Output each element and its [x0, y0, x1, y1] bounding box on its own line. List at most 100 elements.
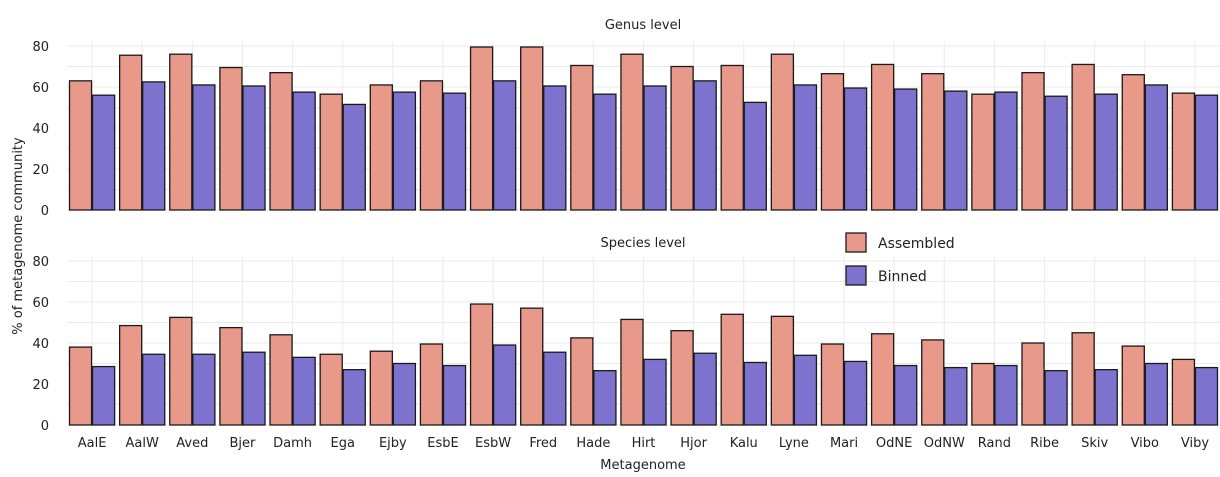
x-tick-label: Skiv: [1081, 436, 1108, 451]
bar-binned-lyne: [793, 354, 818, 426]
legend-label-binned: Binned: [878, 269, 927, 285]
bar-binned-ejby: [392, 91, 417, 211]
bar-assembled-rand: [971, 93, 995, 211]
x-tick-label: Viby: [1181, 436, 1209, 451]
x-tick-label: Rand: [978, 436, 1011, 451]
bar-binned-vibo: [1144, 84, 1169, 211]
bar-binned-viby: [1194, 94, 1219, 211]
bar-assembled-esbw: [469, 46, 494, 211]
bar-binned-odnw: [944, 90, 968, 211]
bar-assembled-ejby: [369, 350, 393, 426]
y-tick-label: 40: [32, 337, 49, 352]
bar-assembled-kalu: [720, 64, 744, 211]
x-tick-label: Ribe: [1030, 436, 1059, 451]
x-tick-label: Hjor: [680, 436, 707, 451]
bar-binned-hirt: [643, 85, 667, 211]
bar-binned-skiv: [1094, 93, 1118, 211]
bar-assembled-aalw: [118, 324, 143, 426]
bar-binned-viby: [1194, 366, 1219, 426]
bar-assembled-damh: [269, 72, 293, 211]
bar-binned-damh: [292, 91, 316, 211]
bar-binned-rand: [994, 91, 1018, 211]
x-tick-label: Ega: [330, 436, 354, 451]
bar-binned-odnw: [944, 366, 968, 426]
bar-assembled-aale: [68, 80, 93, 211]
x-tick-label: Vibo: [1131, 436, 1159, 451]
bar-assembled-skiv: [1071, 63, 1095, 211]
bar-binned-rand: [994, 364, 1018, 426]
x-tick-label: OdNE: [876, 436, 912, 451]
x-tick-label: OdNW: [924, 436, 965, 451]
bar-assembled-bjer: [219, 66, 243, 211]
bar-assembled-vibo: [1121, 345, 1145, 426]
x-tick-label: Kalu: [730, 436, 758, 451]
bar-binned-kalu: [743, 361, 767, 426]
bar-assembled-esbe: [419, 343, 444, 426]
bar-assembled-viby: [1171, 92, 1196, 211]
bar-binned-mari: [843, 87, 868, 211]
legend-label-assembled: Assembled: [878, 236, 955, 252]
bar-assembled-lyne: [770, 53, 795, 211]
x-tick-label: Hirt: [632, 436, 656, 451]
bar-binned-aale: [91, 365, 116, 426]
bar-assembled-fred: [520, 46, 544, 211]
bar-assembled-hjor: [670, 330, 694, 426]
bar-assembled-damh: [269, 334, 293, 426]
bar-binned-ejby: [392, 362, 417, 426]
y-tick-label: 40: [32, 122, 49, 137]
x-tick-label: EsbE: [427, 436, 458, 451]
bar-binned-kalu: [743, 101, 767, 211]
y-tick-label: 60: [32, 81, 49, 96]
bar-assembled-esbe: [419, 80, 444, 211]
bar-assembled-ribe: [1021, 342, 1045, 426]
bar-binned-hjor: [693, 80, 717, 211]
bar-binned-ribe: [1044, 95, 1068, 211]
bar-binned-aved: [192, 84, 216, 211]
bar-assembled-skiv: [1071, 332, 1095, 426]
bar-binned-esbw: [492, 344, 517, 426]
y-tick-label: 80: [32, 40, 49, 55]
bar-assembled-aved: [169, 316, 193, 426]
x-axis-title: Metagenome: [600, 458, 685, 473]
bar-assembled-viby: [1171, 358, 1196, 426]
bar-binned-vibo: [1144, 362, 1169, 426]
bar-binned-esbe: [442, 364, 467, 426]
bar-assembled-lyne: [770, 315, 795, 426]
x-tick-label: Hade: [576, 436, 610, 451]
y-tick-label: 80: [32, 255, 49, 270]
bar-assembled-odnw: [921, 339, 945, 426]
bar-binned-ribe: [1044, 370, 1068, 426]
bar-assembled-hade: [570, 64, 594, 211]
panel-title: Species level: [600, 236, 685, 251]
bar-assembled-vibo: [1121, 74, 1145, 211]
y-tick-label: 60: [32, 296, 49, 311]
x-tick-label: Lyne: [779, 436, 809, 451]
y-tick-label: 0: [41, 204, 49, 219]
bar-binned-aved: [192, 353, 216, 426]
x-tick-label: Mari: [830, 436, 858, 451]
bar-binned-odne: [894, 88, 918, 211]
panel-title: Genus level: [605, 18, 681, 33]
x-tick-label: AalE: [78, 436, 107, 451]
x-tick-label: Aved: [176, 436, 208, 451]
bar-assembled-aved: [169, 53, 193, 211]
bar-binned-ega: [342, 103, 366, 211]
y-axis-title: % of metagenome community: [11, 137, 26, 335]
bar-binned-hade: [593, 93, 617, 211]
bar-binned-esbe: [442, 92, 467, 211]
bar-assembled-mari: [820, 343, 845, 426]
bar-binned-lyne: [793, 84, 818, 211]
y-tick-label: 20: [32, 163, 49, 178]
bar-binned-bjer: [242, 85, 266, 211]
bar-assembled-fred: [520, 307, 544, 426]
bar-assembled-ega: [319, 93, 343, 211]
y-tick-label: 20: [32, 378, 49, 393]
bar-assembled-kalu: [720, 313, 744, 426]
bar-binned-hjor: [693, 352, 717, 426]
bar-assembled-ega: [319, 353, 343, 426]
bar-assembled-ribe: [1021, 72, 1045, 211]
bar-assembled-odne: [870, 333, 895, 426]
x-tick-label: Fred: [529, 436, 557, 451]
